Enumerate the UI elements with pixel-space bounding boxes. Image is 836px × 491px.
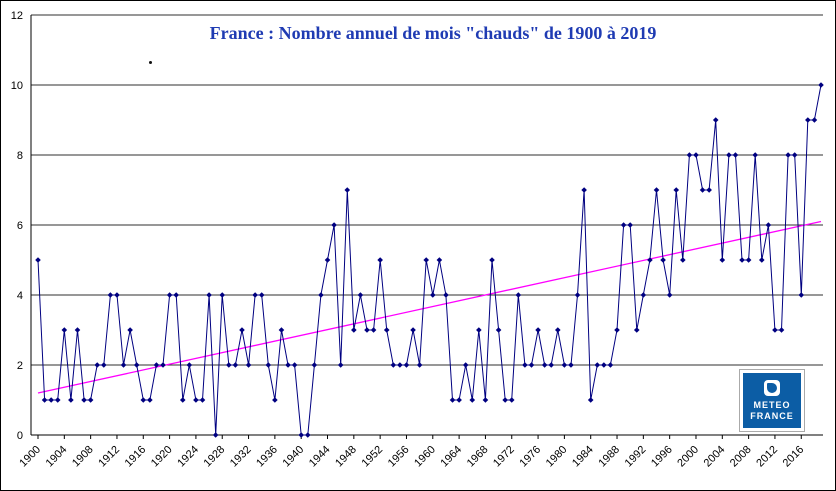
chart-title: France : Nombre annuel de mois "chauds" … — [209, 23, 657, 43]
svg-text:1996: 1996 — [649, 444, 675, 470]
svg-text:2004: 2004 — [702, 444, 728, 470]
svg-text:1924: 1924 — [175, 444, 201, 470]
svg-text:1976: 1976 — [517, 444, 543, 470]
svg-text:2000: 2000 — [675, 444, 701, 470]
svg-text:12: 12 — [11, 10, 23, 22]
svg-text:1968: 1968 — [465, 444, 491, 470]
meteo-france-icon — [764, 380, 780, 396]
svg-text:1908: 1908 — [70, 444, 96, 470]
svg-text:1916: 1916 — [123, 444, 149, 470]
svg-text:8: 8 — [17, 150, 23, 162]
logo-text-meteo: METEO — [753, 400, 791, 410]
svg-text:2: 2 — [17, 360, 23, 372]
svg-text:1956: 1956 — [386, 444, 412, 470]
svg-text:1960: 1960 — [412, 444, 438, 470]
stray-dot — [149, 61, 152, 64]
svg-text:1972: 1972 — [491, 444, 517, 470]
svg-text:1984: 1984 — [570, 444, 596, 470]
logo-text-france: FRANCE — [750, 411, 794, 421]
svg-text:1944: 1944 — [307, 444, 333, 470]
svg-text:1936: 1936 — [254, 444, 280, 470]
svg-text:1900: 1900 — [17, 444, 43, 470]
svg-text:1928: 1928 — [202, 444, 228, 470]
svg-text:1912: 1912 — [96, 444, 122, 470]
svg-text:1952: 1952 — [359, 444, 385, 470]
svg-text:6: 6 — [17, 220, 23, 232]
svg-text:1988: 1988 — [596, 444, 622, 470]
svg-text:4: 4 — [17, 290, 23, 302]
meteo-france-logo-box: METEO FRANCE — [743, 373, 801, 428]
svg-text:1992: 1992 — [623, 444, 649, 470]
svg-text:10: 10 — [11, 80, 23, 92]
svg-text:1904: 1904 — [44, 444, 70, 470]
svg-text:1932: 1932 — [228, 444, 254, 470]
svg-text:2012: 2012 — [754, 444, 780, 470]
meteo-france-logo: METEO FRANCE — [739, 369, 805, 432]
svg-text:0: 0 — [17, 430, 23, 442]
svg-text:1948: 1948 — [333, 444, 359, 470]
svg-text:1980: 1980 — [544, 444, 570, 470]
meteo-france-icon-core — [767, 383, 777, 393]
svg-text:2016: 2016 — [781, 444, 807, 470]
svg-text:1964: 1964 — [438, 444, 464, 470]
svg-text:1920: 1920 — [149, 444, 175, 470]
svg-text:2008: 2008 — [728, 444, 754, 470]
svg-text:1940: 1940 — [281, 444, 307, 470]
